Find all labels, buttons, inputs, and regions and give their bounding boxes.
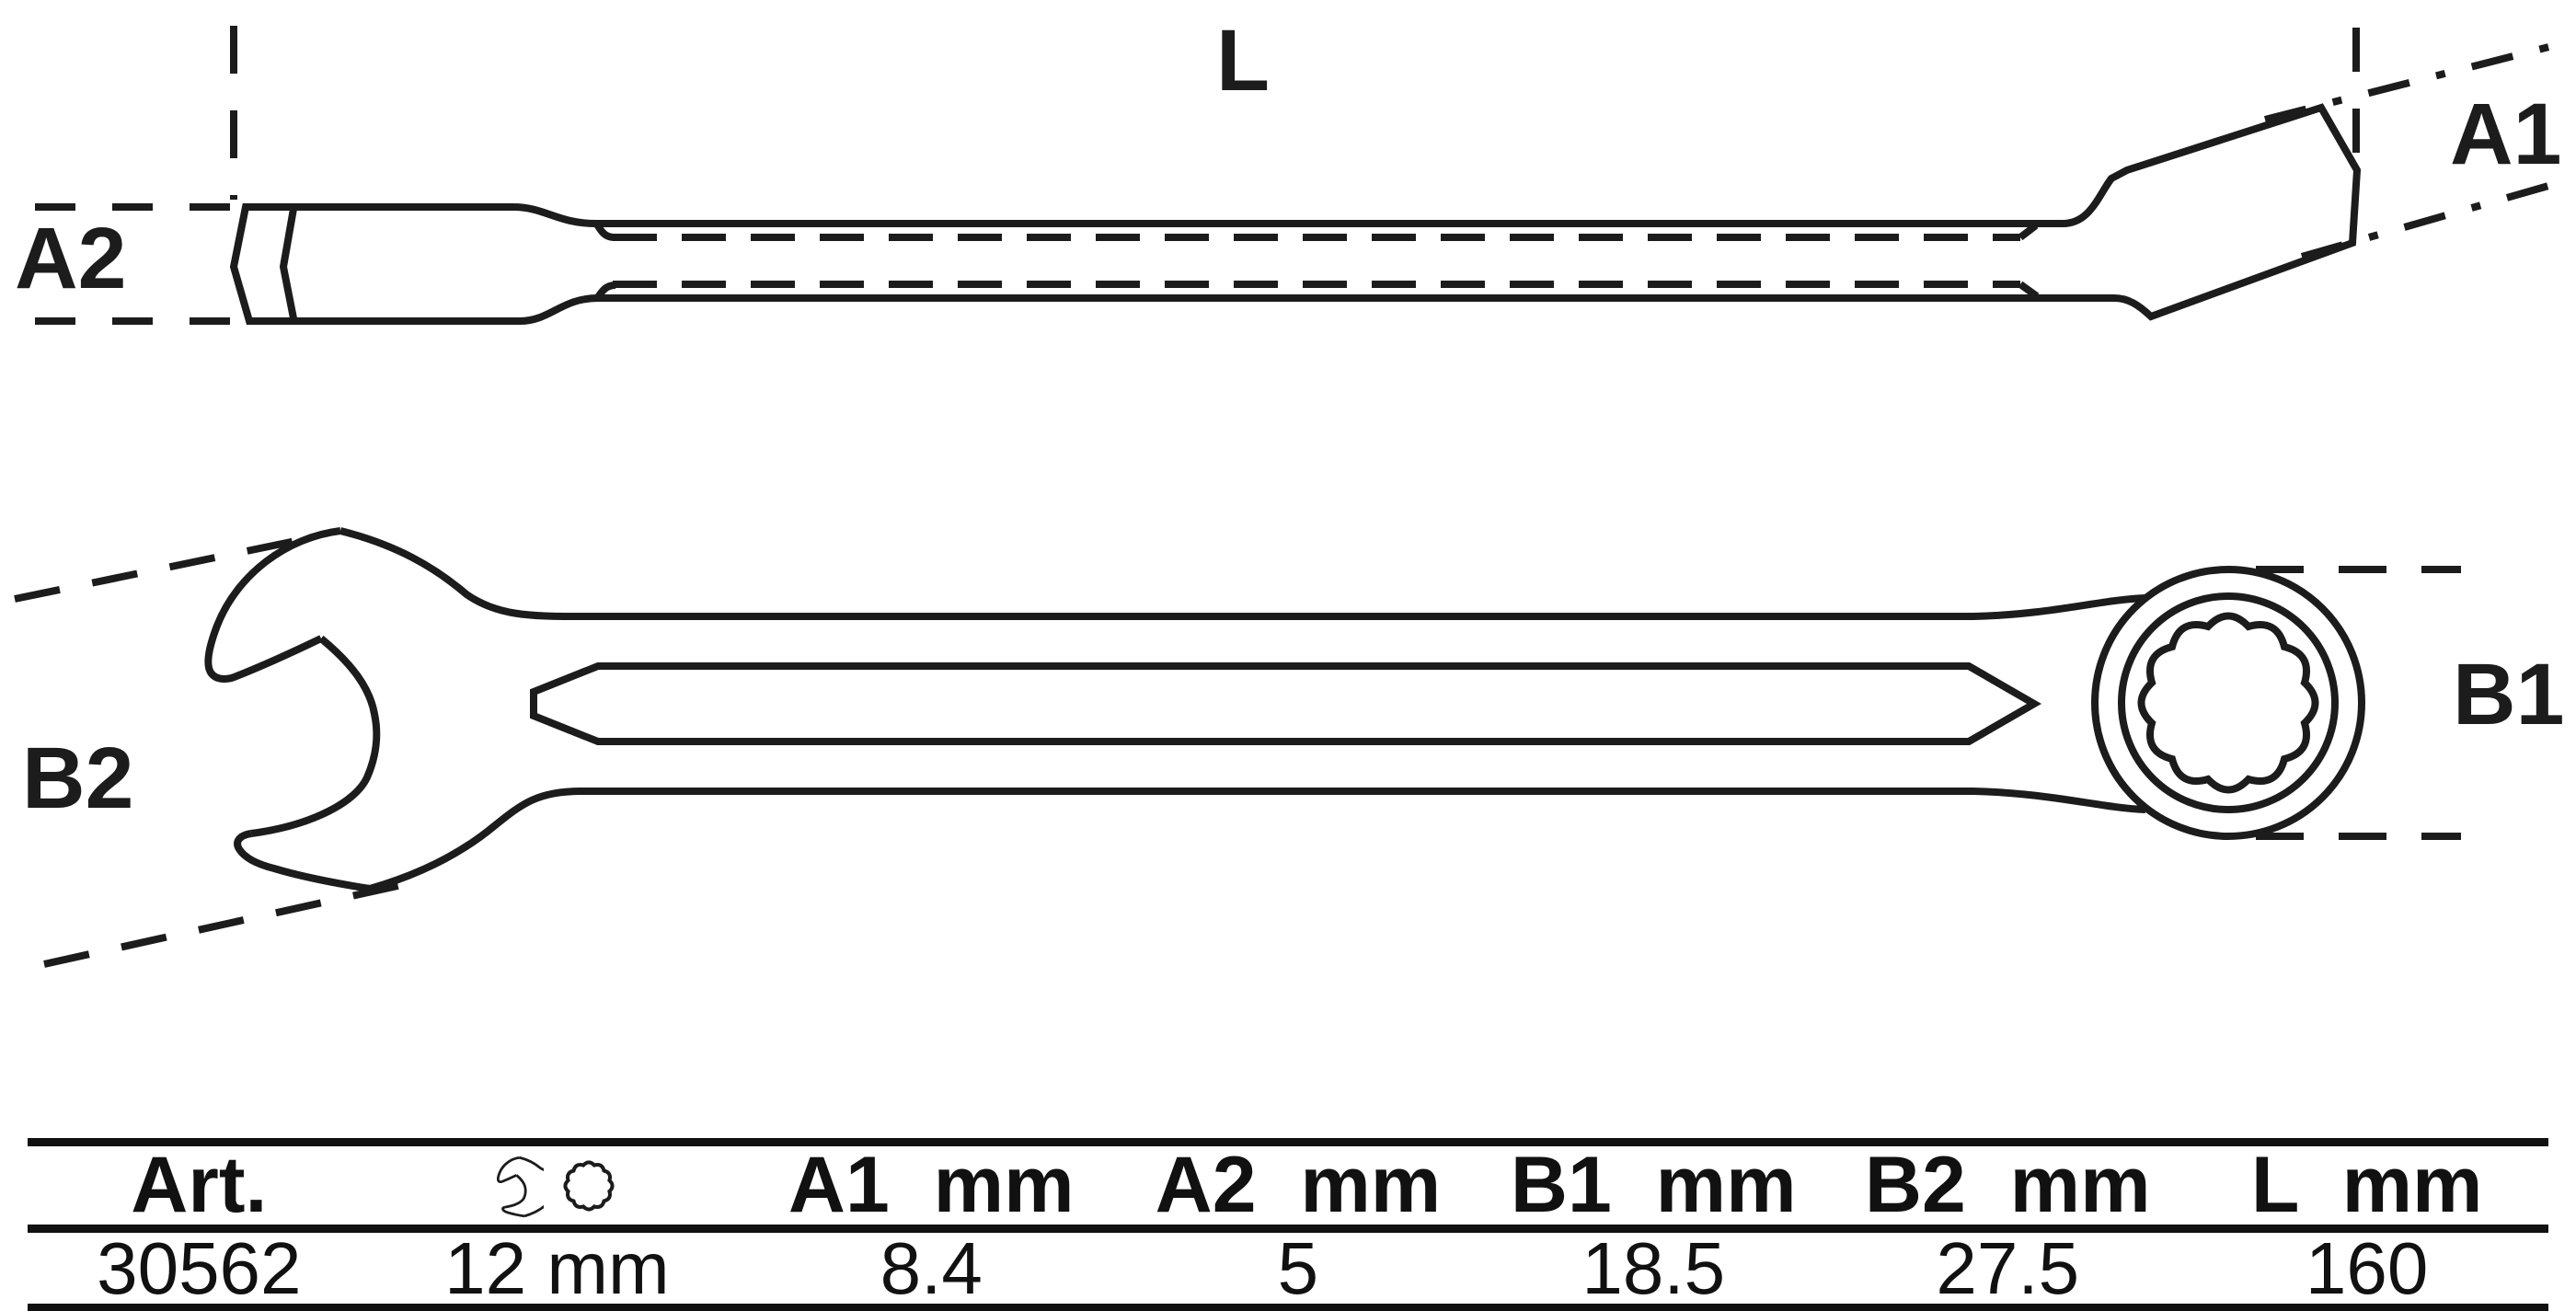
header-b1: B1 mm xyxy=(1510,1141,1797,1229)
open-end-wrench-icon xyxy=(497,1156,545,1217)
side-open-head-chamfer-line xyxy=(279,208,298,324)
plan-top-outline xyxy=(339,527,2146,620)
value-size: 12 mm xyxy=(444,1226,670,1309)
value-art: 30562 xyxy=(97,1226,302,1309)
plan-bottom-outline xyxy=(368,788,2146,892)
side-shank-and-ring-head-outline xyxy=(512,103,2362,325)
ring-inner-circle xyxy=(2118,592,2339,813)
ring-12-point-bore xyxy=(2137,612,2319,794)
plan-view xyxy=(14,527,2461,968)
value-a2: 5 xyxy=(1277,1226,1319,1309)
header-l: L mm xyxy=(2250,1141,2483,1229)
value-l: 160 xyxy=(2305,1226,2429,1309)
header-b2: B2 mm xyxy=(1864,1141,2151,1229)
twelve-point-ring-icon xyxy=(563,1159,615,1212)
dimension-label-A2: A2 xyxy=(15,210,126,307)
header-a2: A2 mm xyxy=(1155,1141,1442,1229)
plan-jaw-mouth-outline xyxy=(250,635,381,837)
ring-outer-circle xyxy=(2091,566,2365,840)
plan-upper-jaw-outline xyxy=(204,527,341,683)
value-b2: 27.5 xyxy=(1936,1226,2080,1309)
header-size-icons xyxy=(371,1146,744,1225)
dimension-label-L: L xyxy=(1216,12,1270,109)
header-art: Art. xyxy=(131,1141,268,1229)
spec-table: Art. xyxy=(28,1138,2548,1311)
wrench-type-icons xyxy=(494,1153,619,1219)
plan-shank-panel xyxy=(530,662,2041,745)
value-a1: 8.4 xyxy=(880,1226,983,1309)
plan-lower-jaw-outline xyxy=(234,830,371,892)
value-b1: 18.5 xyxy=(1581,1226,1726,1309)
dimension-label-A1: A1 xyxy=(2450,86,2561,183)
spec-table-value-row: 30562 12 mm 8.4 5 18.5 27.5 160 xyxy=(28,1226,2548,1309)
dimension-label-B2: B2 xyxy=(22,730,133,827)
spec-table-header-row: Art. xyxy=(28,1141,2548,1233)
side-open-head-outline xyxy=(229,203,520,325)
side-view xyxy=(35,26,2576,325)
header-a1: A1 mm xyxy=(788,1141,1075,1229)
side-hidden-edge-hooks xyxy=(593,222,2040,300)
dimension-label-B1: B1 xyxy=(2453,646,2564,743)
b2-extension-line-top xyxy=(14,535,305,603)
b2-extension-line-bottom xyxy=(43,877,423,968)
a1-extension-line-bottom xyxy=(2300,175,2576,260)
